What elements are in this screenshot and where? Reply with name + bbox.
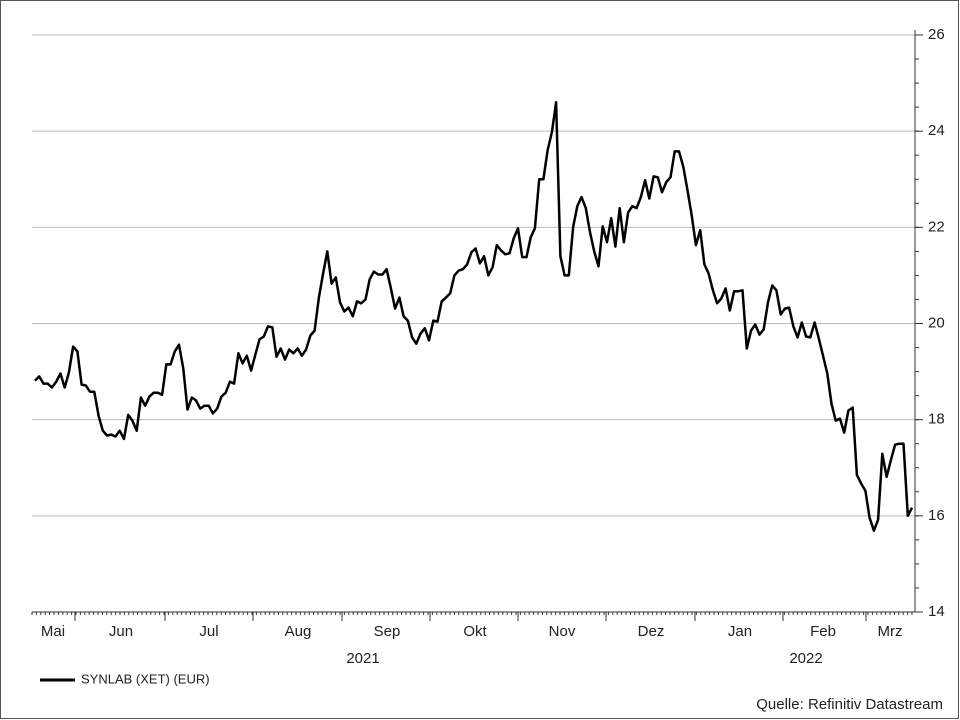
x-tick-label: Jul: [199, 623, 218, 640]
source-note: Quelle: Refinitiv Datastream: [756, 696, 943, 713]
y-tick-label: 26: [928, 26, 945, 43]
x-tick-label: Okt: [463, 623, 487, 640]
x-tick-label: Jan: [728, 623, 752, 640]
year-label: 2022: [789, 650, 822, 667]
year-label: 2021: [346, 650, 379, 667]
y-tick-label: 22: [928, 218, 945, 235]
x-tick-label: Sep: [374, 623, 401, 640]
legend-label: SYNLAB (XET) (EUR): [81, 671, 210, 686]
y-tick-label: 24: [928, 122, 945, 139]
y-tick-label: 18: [928, 411, 945, 428]
y-tick-label: 20: [928, 314, 945, 331]
x-tick-label: Aug: [285, 623, 312, 640]
y-tick-label: 14: [928, 603, 945, 620]
x-tick-label: Dez: [638, 623, 665, 640]
price-line: [34, 101, 914, 532]
x-tick-label: Mai: [41, 623, 65, 640]
x-tick-label: Feb: [810, 623, 836, 640]
y-tick-label: 16: [928, 507, 945, 524]
x-tick-label: Mrz: [878, 623, 903, 640]
x-tick-label: Nov: [549, 623, 576, 640]
x-tick-label: Jun: [109, 623, 133, 640]
